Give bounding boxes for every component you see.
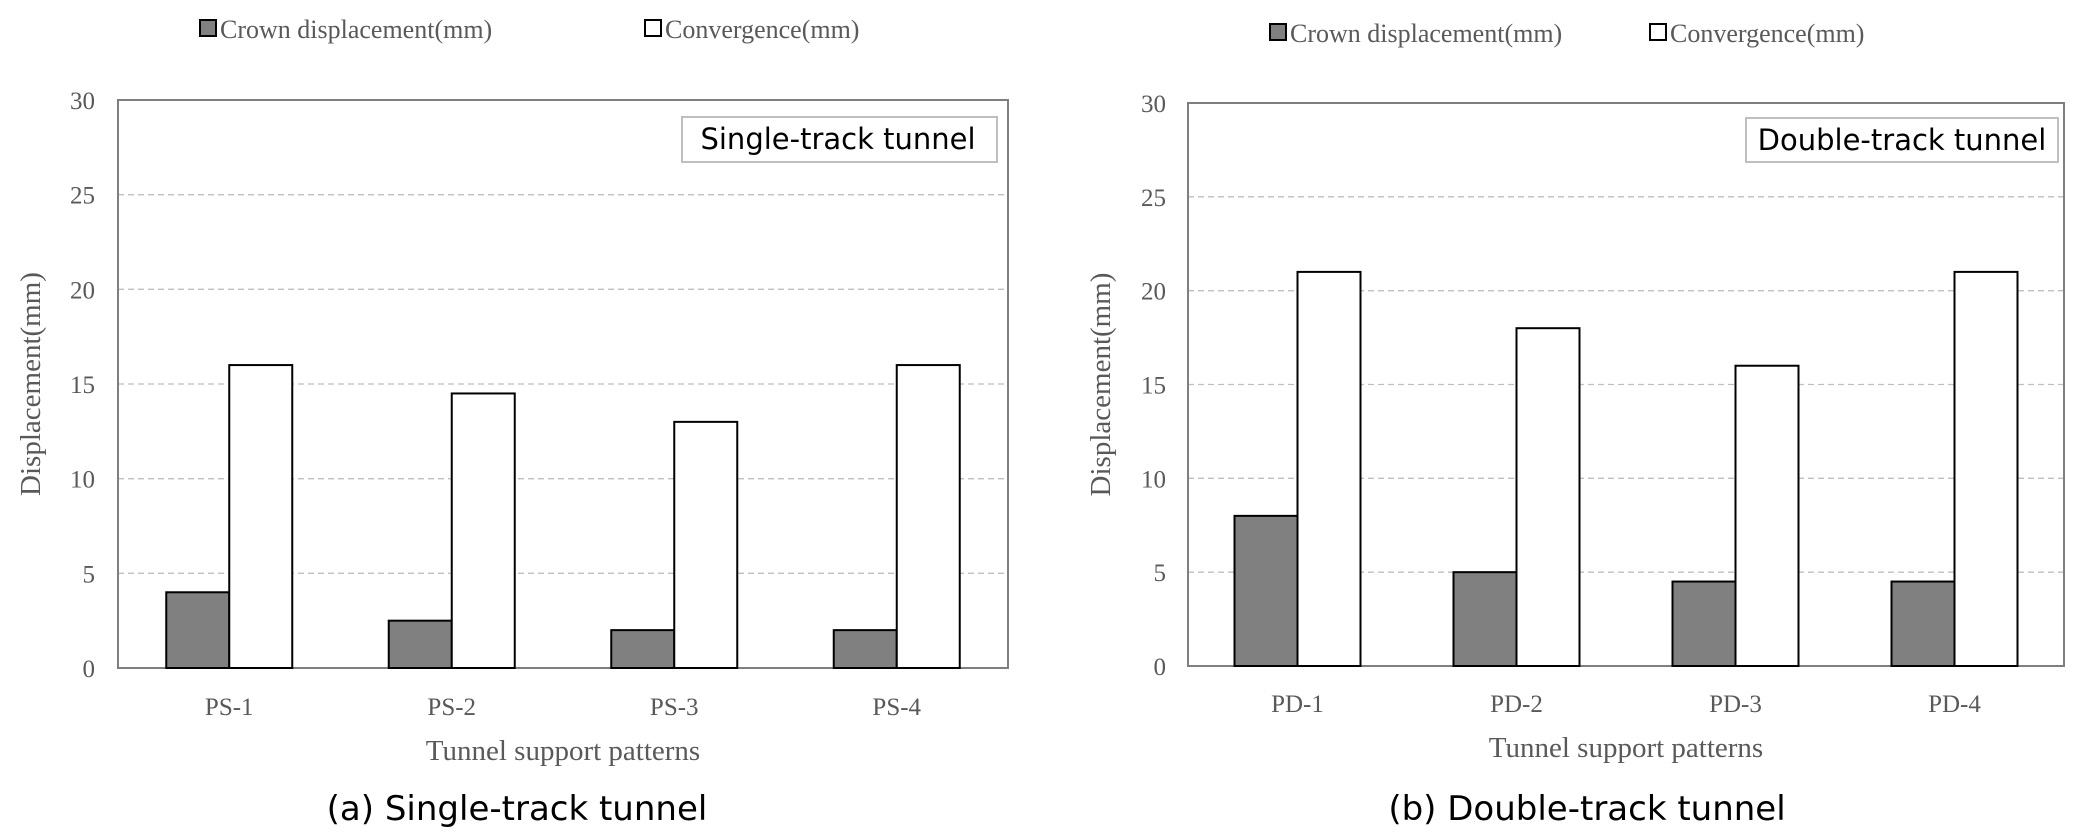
legend-label: Crown displacement(mm) xyxy=(220,15,492,44)
bar-crown-displacement xyxy=(1671,580,1737,667)
bar-crown-displacement xyxy=(1452,571,1518,668)
inset-title: Double-track tunnel xyxy=(1758,123,2047,157)
bar-convergence xyxy=(1953,270,2019,667)
bar-convergence xyxy=(228,364,294,669)
y-tick-label: 25 xyxy=(70,183,95,210)
inset-title-box xyxy=(1745,117,2059,163)
x-tick-label: PD-1 xyxy=(1271,691,1324,718)
bar-convergence xyxy=(895,364,961,669)
bar-crown-displacement xyxy=(832,629,898,670)
legend-swatch-convergence xyxy=(1649,23,1667,41)
x-tick-label: PS-3 xyxy=(650,694,699,721)
bar-convergence xyxy=(1734,364,1800,667)
bar-crown-displacement xyxy=(1890,580,1956,667)
y-axis-title: Displacement(mm) xyxy=(15,272,47,496)
y-tick-label: 30 xyxy=(70,88,95,115)
legend-swatch-convergence xyxy=(644,19,662,37)
chart-panel-2: 0 5 10 15 20 25 30 PD-1 PD-2 PD-3 PD-4 Tunnel suppo… xyxy=(1085,19,2065,829)
y-tick-label: 15 xyxy=(1141,373,1166,400)
y-axis-title: Displacement(mm) xyxy=(1085,273,1117,497)
bar-convergence xyxy=(1515,327,1581,667)
y-tick-label: 10 xyxy=(70,467,95,494)
y-tick-label: 15 xyxy=(70,372,95,399)
y-tick-label: 5 xyxy=(1154,560,1167,587)
x-axis-title: Tunnel support patterns xyxy=(1489,732,1763,764)
x-tick-label: PD-2 xyxy=(1490,691,1543,718)
x-tick-label: PS-2 xyxy=(427,694,476,721)
bar-convergence xyxy=(450,392,516,669)
y-tick-label: 10 xyxy=(1141,466,1166,493)
bar-crown-displacement xyxy=(387,619,453,670)
x-tick-label: PD-4 xyxy=(1928,691,1981,718)
legend-label: Crown displacement(mm) xyxy=(1290,19,1562,48)
bar-crown-displacement xyxy=(610,629,676,670)
figure-caption: (a) Single-track tunnel xyxy=(327,789,708,829)
legend-swatch-crown xyxy=(199,19,217,37)
figure-caption: (b) Double-track tunnel xyxy=(1388,789,1785,829)
y-tick-label: 30 xyxy=(1141,91,1166,118)
y-tick-label: 0 xyxy=(83,656,96,683)
x-tick-label: PS-1 xyxy=(205,694,254,721)
inset-title-box xyxy=(681,116,998,163)
inset-title: Single-track tunnel xyxy=(700,122,975,156)
bar-crown-displacement xyxy=(1233,514,1299,667)
legend-label: Convergence(mm) xyxy=(665,15,859,44)
x-tick-label: PS-4 xyxy=(872,694,921,721)
legend-swatch-crown xyxy=(1269,23,1287,41)
y-tick-label: 25 xyxy=(1141,185,1166,212)
y-tick-label: 5 xyxy=(83,561,96,588)
bar-crown-displacement xyxy=(165,591,231,669)
chart-panel-1: 0 5 10 15 20 25 30 PS-1 PS-2 PS-3 PS-4 Tunnel suppo… xyxy=(15,15,1009,829)
legend-label: Convergence(mm) xyxy=(1670,19,1864,48)
bar-convergence xyxy=(1296,270,1362,667)
x-tick-label: PD-3 xyxy=(1709,691,1762,718)
bar-convergence xyxy=(673,420,739,669)
plot-area-frame xyxy=(117,99,1009,669)
y-tick-label: 20 xyxy=(1141,279,1166,306)
y-tick-label: 20 xyxy=(70,277,95,304)
y-tick-label: 0 xyxy=(1154,654,1167,681)
plot-area-frame xyxy=(1187,102,2065,667)
x-axis-title: Tunnel support patterns xyxy=(426,735,700,767)
